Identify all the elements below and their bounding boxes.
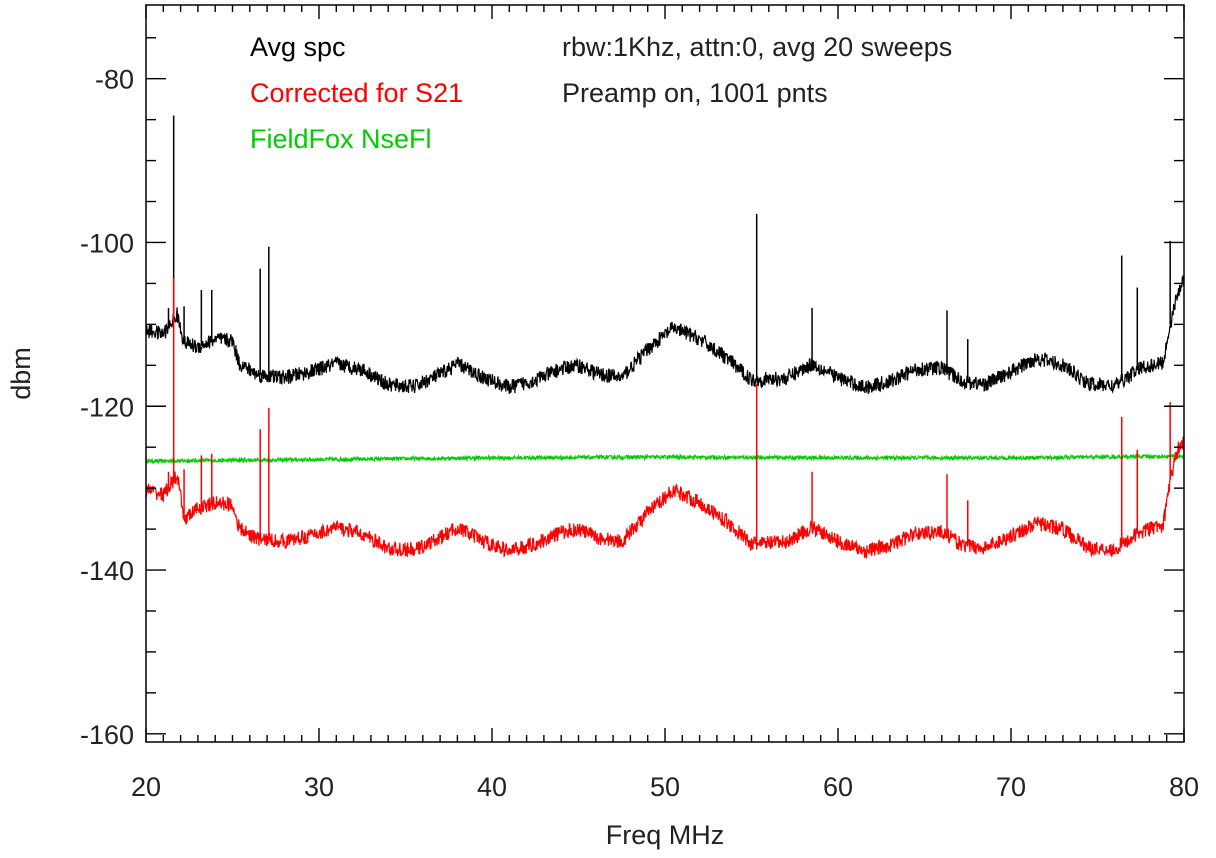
series-line-corrected-for-s21 bbox=[145, 436, 1185, 560]
y-tick-label: -160 bbox=[80, 720, 134, 750]
series-line-avg-spc bbox=[145, 275, 1185, 395]
x-axis-title: Freq MHz bbox=[606, 820, 725, 850]
x-tick-label: 70 bbox=[996, 772, 1026, 802]
series-layer bbox=[145, 115, 1185, 560]
settings-annotation-line-2: Preamp on, 1001 pnts bbox=[562, 78, 828, 108]
axis-ticks bbox=[145, 5, 1185, 742]
y-tick-label: -80 bbox=[95, 65, 134, 95]
legend-entry-fieldfox-noise-floor: FieldFox NseFl bbox=[250, 124, 432, 154]
x-tick-label: 30 bbox=[304, 772, 334, 802]
settings-annotation-line-1: rbw:1Khz, attn:0, avg 20 sweeps bbox=[562, 32, 952, 62]
x-tick-label: 50 bbox=[650, 772, 680, 802]
legend-entry-corrected-s21: Corrected for S21 bbox=[250, 78, 463, 108]
tick-labels: 20 30 40 50 60 70 80 -160 -140 -120 -100 -80 bbox=[80, 65, 1199, 802]
legend: Avg spc Corrected for S21 FieldFox NseFl bbox=[250, 32, 463, 154]
annotations: rbw:1Khz, attn:0, avg 20 sweeps Preamp o… bbox=[562, 32, 952, 108]
series-line-fieldfox-nsefl bbox=[145, 452, 1185, 465]
legend-entry-avg-spc: Avg spc bbox=[250, 32, 346, 62]
y-tick-label: -100 bbox=[80, 228, 134, 258]
x-tick-label: 40 bbox=[477, 772, 507, 802]
x-tick-label: 20 bbox=[131, 772, 161, 802]
x-tick-label: 60 bbox=[823, 772, 853, 802]
y-tick-label: -120 bbox=[80, 392, 134, 422]
y-tick-label: -140 bbox=[80, 556, 134, 586]
y-axis-title: dbm bbox=[6, 347, 36, 400]
x-tick-label: 80 bbox=[1169, 772, 1199, 802]
